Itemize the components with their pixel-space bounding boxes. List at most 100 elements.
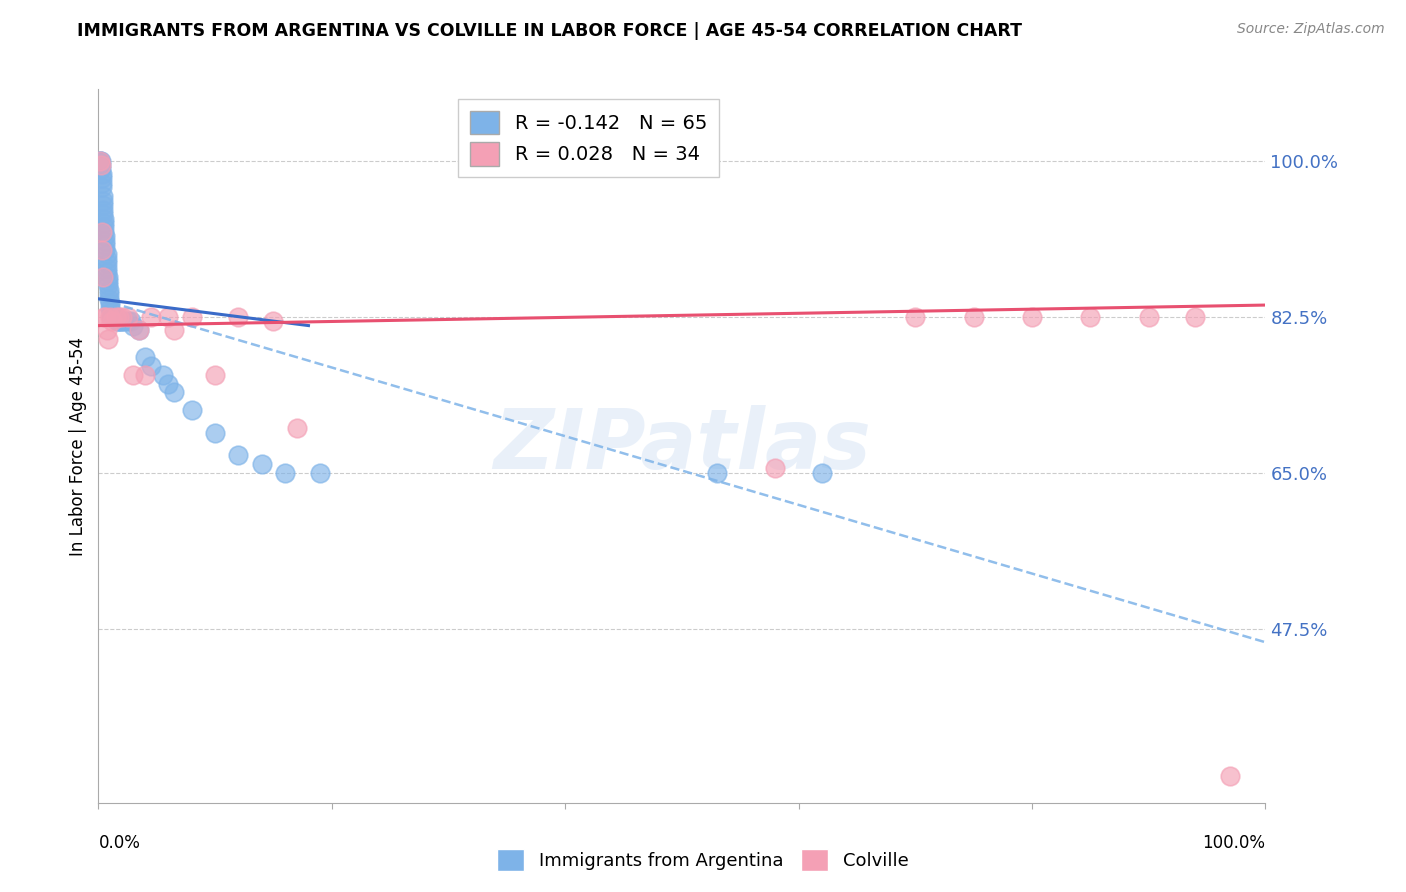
Point (134, 368, 156, 382)
Point (98, 296, 121, 310)
Point (103, 310, 125, 324)
Point (811, 466, 834, 480)
Point (94, 238, 117, 252)
Point (111, 314, 134, 328)
Point (122, 368, 145, 382)
Text: ZIPatlas: ZIPatlas (494, 406, 870, 486)
Point (117, 310, 139, 324)
Point (763, 461, 786, 475)
Point (94, 243, 117, 257)
Point (93, 216, 115, 230)
Point (1080, 310, 1102, 324)
Point (1137, 310, 1160, 324)
Point (90, 171, 112, 186)
Point (122, 318, 145, 333)
Point (285, 421, 308, 435)
Point (97, 292, 120, 306)
Point (309, 466, 332, 480)
Point (204, 425, 226, 440)
Point (100, 310, 122, 324)
Point (91, 202, 114, 217)
Point (90, 225, 112, 239)
Point (904, 310, 927, 324)
Point (97, 274, 120, 288)
Point (104, 310, 127, 324)
Text: Source: ZipAtlas.com: Source: ZipAtlas.com (1237, 22, 1385, 37)
Point (180, 403, 202, 417)
Point (93, 310, 115, 324)
Point (108, 310, 131, 324)
Point (93, 211, 115, 226)
Text: 0.0%: 0.0% (98, 834, 141, 852)
Point (111, 310, 134, 324)
Point (204, 368, 226, 382)
Point (96, 260, 118, 275)
Point (1184, 310, 1206, 324)
Point (120, 314, 142, 328)
Point (139, 359, 162, 373)
Point (962, 310, 984, 324)
Point (96, 265, 118, 279)
Point (97, 269, 120, 284)
Point (98, 301, 121, 315)
Point (90, 158, 112, 172)
Point (139, 310, 162, 324)
Point (89, 153, 111, 168)
Point (105, 314, 128, 328)
Point (180, 310, 202, 324)
Point (90, 153, 112, 168)
Point (250, 457, 273, 471)
Point (101, 314, 124, 328)
Point (90, 167, 112, 181)
Point (1021, 310, 1043, 324)
Point (91, 194, 114, 208)
Point (97, 287, 120, 301)
Point (89, 153, 111, 168)
Point (128, 323, 150, 337)
Point (274, 466, 297, 480)
Point (128, 323, 150, 337)
Point (1219, 769, 1241, 783)
Point (163, 385, 186, 400)
Point (96, 247, 118, 261)
Point (98, 310, 121, 324)
Point (706, 466, 728, 480)
Point (107, 314, 129, 328)
Point (157, 376, 180, 391)
Point (96, 252, 118, 266)
Point (93, 225, 115, 239)
Point (91, 189, 114, 203)
Point (94, 234, 117, 248)
Point (100, 305, 122, 319)
Point (94, 229, 117, 244)
Point (262, 314, 284, 328)
Point (89, 153, 111, 168)
Point (117, 314, 139, 328)
Point (157, 310, 180, 324)
Point (228, 310, 250, 324)
Point (152, 368, 174, 382)
Point (104, 310, 127, 324)
Point (96, 256, 118, 270)
Text: 100.0%: 100.0% (1202, 834, 1265, 852)
Point (91, 198, 114, 212)
Point (101, 310, 124, 324)
Point (97, 278, 120, 293)
Point (110, 314, 132, 328)
Point (90, 158, 112, 172)
Point (94, 310, 117, 324)
Point (134, 350, 156, 364)
Legend: Immigrants from Argentina, Colville: Immigrants from Argentina, Colville (491, 842, 915, 879)
Point (91, 269, 114, 284)
Point (93, 220, 115, 235)
Point (90, 162, 112, 177)
Point (163, 323, 186, 337)
Point (97, 283, 120, 297)
Point (97, 332, 120, 346)
Point (96, 323, 118, 337)
Point (101, 310, 124, 324)
Point (112, 314, 135, 328)
Point (104, 310, 127, 324)
Point (91, 207, 114, 221)
Point (108, 314, 131, 328)
